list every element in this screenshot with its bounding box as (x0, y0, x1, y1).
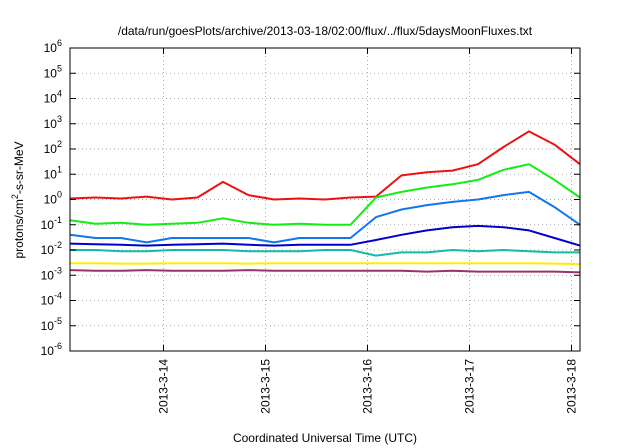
y-tick-label: 102 (44, 139, 62, 156)
y-axis-label-prefix: protons/cm (12, 199, 26, 258)
y-axis-label-suffix: -s-sr-MeV (12, 141, 26, 194)
y-tick-base: 10 (44, 92, 58, 106)
y-tick-exponent: 0 (57, 190, 62, 200)
y-tick-exponent: -1 (54, 215, 62, 225)
y-tick-base: 10 (41, 218, 55, 232)
y-tick-exponent: -6 (54, 341, 62, 351)
x-tick-label: 2013-3-18 (565, 359, 579, 414)
y-tick-exponent: -3 (54, 265, 62, 275)
y-tick-exponent: 3 (57, 114, 62, 124)
series-line-5 (70, 249, 580, 257)
y-tick-base: 10 (41, 319, 55, 333)
x-axis-ticks: 2013-3-14 2013-3-15 2013-3-16 2013-3-17 2013… (157, 48, 579, 414)
y-tick-base: 10 (44, 66, 58, 80)
y-axis-label: protons/cm2-s-sr-MeV (10, 141, 26, 258)
y-tick-label: 10-2 (41, 240, 62, 257)
series-lines (69, 130, 581, 274)
y-tick-label: 10-3 (41, 265, 62, 282)
y-tick-label: 103 (44, 114, 62, 131)
y-tick-exponent: 2 (57, 139, 62, 149)
y-tick-label: 105 (44, 63, 62, 80)
x-tick-label: 2013-3-16 (361, 359, 375, 414)
y-tick-base: 10 (44, 142, 58, 156)
y-tick-label: 10-6 (41, 341, 62, 358)
y-tick-label: 10-4 (41, 291, 62, 308)
y-tick-exponent: -4 (54, 291, 62, 301)
y-axis-ticks: 10-610-510-410-310-210-11001011021031041… (41, 38, 580, 358)
y-tick-label: 10-5 (41, 316, 62, 333)
chart-title: /data/run/goesPlots/archive/2013-03-18/0… (118, 24, 533, 38)
y-tick-base: 10 (44, 117, 58, 131)
y-tick-label: 100 (44, 190, 62, 207)
y-tick-label: 104 (44, 89, 62, 106)
y-tick-exponent: 4 (57, 89, 62, 99)
y-axis-label-superscript: 2 (10, 194, 20, 199)
y-tick-base: 10 (44, 41, 58, 55)
y-tick-base: 10 (44, 193, 58, 207)
series-line-4 (69, 224, 581, 247)
y-tick-exponent: 1 (57, 164, 62, 174)
y-tick-label: 101 (44, 164, 62, 181)
y-tick-base: 10 (41, 344, 55, 358)
y-tick-base: 10 (41, 268, 55, 282)
series-line-1 (69, 130, 581, 201)
y-tick-exponent: 5 (57, 63, 62, 73)
y-tick-label: 106 (44, 38, 62, 55)
y-tick-exponent: 6 (57, 38, 62, 48)
series-line-3 (69, 190, 581, 244)
x-tick-label: 2013-3-17 (463, 359, 477, 414)
series-line-2 (69, 163, 581, 226)
y-tick-base: 10 (41, 294, 55, 308)
x-tick-label: 2013-3-15 (259, 359, 273, 414)
x-tick-label: 2013-3-14 (157, 359, 171, 414)
y-tick-exponent: -5 (54, 316, 62, 326)
y-tick-label: 10-1 (41, 215, 62, 232)
y-tick-base: 10 (41, 243, 55, 257)
series-line-7 (69, 269, 581, 274)
y-tick-base: 10 (44, 167, 58, 181)
x-axis-label: Coordinated Universal Time (UTC) (233, 431, 417, 445)
y-tick-exponent: -2 (54, 240, 62, 250)
series-line-6 (70, 262, 581, 265)
